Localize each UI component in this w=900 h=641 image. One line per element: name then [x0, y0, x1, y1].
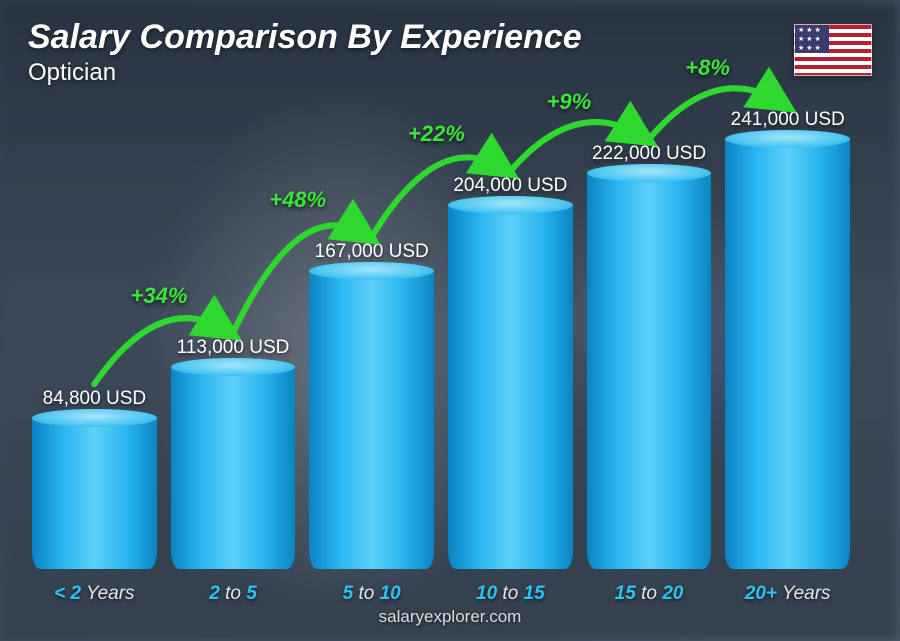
bar-top-ellipse — [448, 196, 573, 214]
increase-pct-label: +48% — [269, 187, 326, 213]
country-flag-icon — [794, 24, 872, 76]
bar-x-label: < 2 Years — [54, 583, 134, 605]
header: Salary Comparison By Experience Optician — [28, 18, 582, 87]
bar-chart: 84,800 USD< 2 Years113,000 USD2 to 5167,… — [32, 89, 850, 569]
bar-value-label: 84,800 USD — [43, 388, 147, 410]
chart-subtitle: Optician — [28, 59, 582, 87]
bar-value-label: 204,000 USD — [453, 175, 567, 197]
chart-column: 84,800 USD< 2 Years — [32, 388, 157, 569]
increase-pct-label: +22% — [408, 121, 465, 147]
bar-body — [32, 418, 157, 569]
bar-value-label: 222,000 USD — [592, 143, 706, 165]
bar-value-label: 113,000 USD — [177, 337, 290, 359]
chart-title: Salary Comparison By Experience — [28, 18, 582, 57]
footer-attribution: salaryexplorer.com — [379, 607, 522, 627]
bar — [32, 418, 157, 569]
bar-top-ellipse — [725, 130, 850, 148]
chart-column: 204,000 USD10 to 15 — [448, 175, 573, 569]
increase-pct-label: +9% — [547, 89, 592, 115]
bar-x-label: 15 to 20 — [615, 583, 684, 605]
bar-body — [587, 173, 712, 569]
bar-top-ellipse — [309, 262, 434, 280]
bar-body — [448, 205, 573, 569]
bar-x-label: 2 to 5 — [209, 583, 257, 605]
chart-column: 222,000 USD15 to 20 — [587, 143, 712, 569]
bar — [309, 271, 434, 569]
bar — [448, 205, 573, 569]
increase-pct-label: +34% — [131, 283, 188, 309]
bar-body — [171, 367, 296, 569]
bar-body — [309, 271, 434, 569]
bar-value-label: 167,000 USD — [315, 241, 429, 263]
chart-column: 241,000 USD20+ Years — [725, 109, 850, 569]
bar — [725, 139, 850, 569]
bar-x-label: 5 to 10 — [343, 583, 401, 605]
bar-top-ellipse — [171, 358, 296, 376]
bar-value-label: 241,000 USD — [731, 109, 845, 131]
bar — [587, 173, 712, 569]
bar-x-label: 10 to 15 — [476, 583, 545, 605]
bar — [171, 367, 296, 569]
bar-top-ellipse — [32, 409, 157, 427]
chart-column: 113,000 USD2 to 5 — [171, 337, 296, 569]
bar-body — [725, 139, 850, 569]
bar-top-ellipse — [587, 164, 712, 182]
chart-column: 167,000 USD5 to 10 — [309, 241, 434, 569]
bar-x-label: 20+ Years — [745, 583, 831, 605]
